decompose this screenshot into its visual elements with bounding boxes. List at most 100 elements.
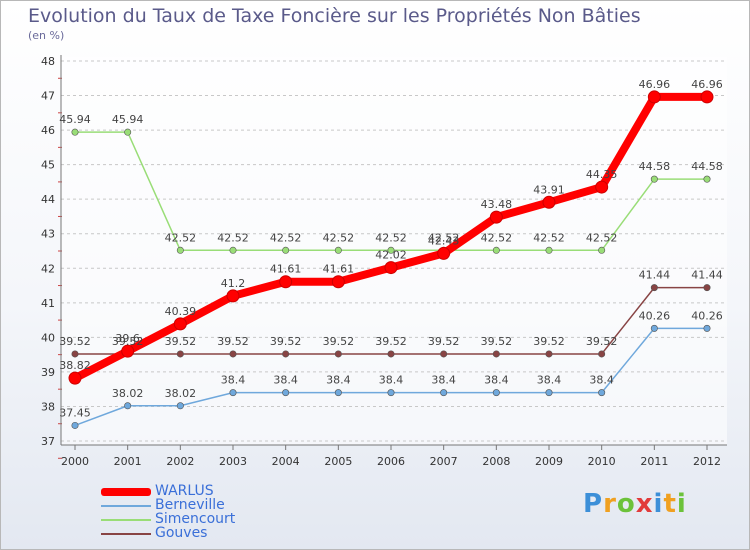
data-label: 41.2 bbox=[221, 277, 246, 290]
data-label: 39.52 bbox=[270, 335, 302, 348]
data-point bbox=[334, 246, 342, 254]
data-point bbox=[71, 128, 79, 136]
data-point bbox=[229, 389, 237, 397]
x-tick-label: 2003 bbox=[219, 455, 247, 468]
legend-label: Gouves bbox=[155, 525, 208, 541]
legend-label: WARLUS bbox=[155, 483, 214, 499]
data-label: 43.48 bbox=[481, 198, 513, 211]
data-label: 42.02 bbox=[375, 249, 407, 262]
data-point bbox=[598, 246, 606, 254]
data-label: 38.02 bbox=[165, 387, 197, 400]
data-label: 38.4 bbox=[431, 374, 456, 387]
data-point bbox=[229, 246, 237, 254]
legend-swatch bbox=[101, 505, 151, 507]
x-tick-label: 2004 bbox=[272, 455, 300, 468]
data-label: 40.39 bbox=[165, 305, 197, 318]
logo-letter: x bbox=[635, 489, 654, 519]
x-tick-label: 2010 bbox=[588, 455, 616, 468]
data-point bbox=[542, 195, 556, 209]
data-label: 42.52 bbox=[481, 231, 513, 244]
logo-letter: P bbox=[583, 489, 604, 519]
data-label: 41.44 bbox=[639, 269, 671, 282]
data-label: 44.35 bbox=[586, 168, 618, 181]
data-label: 42.52 bbox=[323, 231, 355, 244]
data-point bbox=[124, 402, 132, 410]
data-label: 38.4 bbox=[326, 374, 351, 387]
data-point bbox=[226, 289, 240, 303]
data-label: 39.52 bbox=[165, 335, 197, 348]
y-tick-label: 40 bbox=[41, 331, 55, 344]
x-tick-label: 2011 bbox=[640, 455, 668, 468]
data-point bbox=[282, 246, 290, 254]
y-tick-label: 37 bbox=[41, 435, 55, 448]
data-label: 44.58 bbox=[691, 160, 723, 173]
x-tick-label: 2006 bbox=[377, 455, 405, 468]
data-label: 39.52 bbox=[375, 335, 407, 348]
data-point bbox=[173, 317, 187, 331]
data-point bbox=[387, 389, 395, 397]
data-point bbox=[489, 210, 503, 224]
data-point bbox=[492, 246, 500, 254]
data-label: 39.6 bbox=[115, 332, 140, 345]
data-point bbox=[176, 350, 184, 358]
data-label: 42.52 bbox=[375, 231, 407, 244]
y-axis-unit-label: (en %) bbox=[28, 29, 65, 42]
data-point bbox=[703, 175, 711, 183]
y-tick-label: 47 bbox=[41, 90, 55, 103]
data-point bbox=[440, 350, 448, 358]
data-point bbox=[282, 389, 290, 397]
data-label: 38.4 bbox=[589, 374, 614, 387]
data-label: 38.4 bbox=[537, 374, 562, 387]
data-point bbox=[384, 261, 398, 275]
data-label: 42.52 bbox=[428, 231, 460, 244]
legend-swatch bbox=[101, 488, 151, 496]
data-point bbox=[492, 350, 500, 358]
data-point bbox=[700, 90, 714, 104]
data-label: 39.52 bbox=[428, 335, 460, 348]
data-label: 42.52 bbox=[165, 231, 197, 244]
data-point bbox=[71, 350, 79, 358]
data-label: 38.4 bbox=[221, 374, 246, 387]
data-point bbox=[598, 350, 606, 358]
data-point bbox=[124, 128, 132, 136]
y-tick-label: 42 bbox=[41, 262, 55, 275]
data-point bbox=[331, 275, 345, 289]
data-label: 41.61 bbox=[323, 263, 355, 276]
data-point bbox=[282, 350, 290, 358]
data-point bbox=[176, 246, 184, 254]
data-point bbox=[440, 389, 448, 397]
logo-letter: t bbox=[663, 489, 677, 519]
y-tick-label: 43 bbox=[41, 228, 55, 241]
chart-title: Evolution du Taux de Taxe Foncière sur l… bbox=[28, 5, 641, 27]
data-label: 38.02 bbox=[112, 387, 144, 400]
data-point bbox=[176, 402, 184, 410]
logo-letter: i bbox=[676, 489, 687, 519]
data-point bbox=[703, 324, 711, 332]
data-label: 39.52 bbox=[59, 335, 91, 348]
data-label: 39.52 bbox=[112, 335, 144, 348]
x-tick-label: 2008 bbox=[482, 455, 510, 468]
data-point bbox=[647, 90, 661, 104]
data-point bbox=[71, 421, 79, 429]
data-label: 43.91 bbox=[533, 183, 565, 196]
data-point bbox=[334, 389, 342, 397]
data-label: 38.4 bbox=[484, 374, 509, 387]
data-label: 40.26 bbox=[691, 309, 723, 322]
data-point bbox=[650, 284, 658, 292]
data-label: 42.52 bbox=[217, 231, 249, 244]
data-label: 41.44 bbox=[691, 269, 723, 282]
data-label: 42.52 bbox=[270, 231, 302, 244]
y-tick-label: 45 bbox=[41, 159, 55, 172]
x-tick-label: 2001 bbox=[114, 455, 142, 468]
data-label: 42.52 bbox=[533, 231, 565, 244]
data-label: 39.52 bbox=[323, 335, 355, 348]
y-tick-label: 48 bbox=[41, 55, 55, 68]
data-label: 46.96 bbox=[691, 78, 723, 91]
x-tick-label: 2009 bbox=[535, 455, 563, 468]
y-tick-label: 39 bbox=[41, 366, 55, 379]
x-tick-label: 2000 bbox=[61, 455, 89, 468]
legend-label: Berneville bbox=[155, 497, 225, 513]
y-tick-label: 41 bbox=[41, 297, 55, 310]
